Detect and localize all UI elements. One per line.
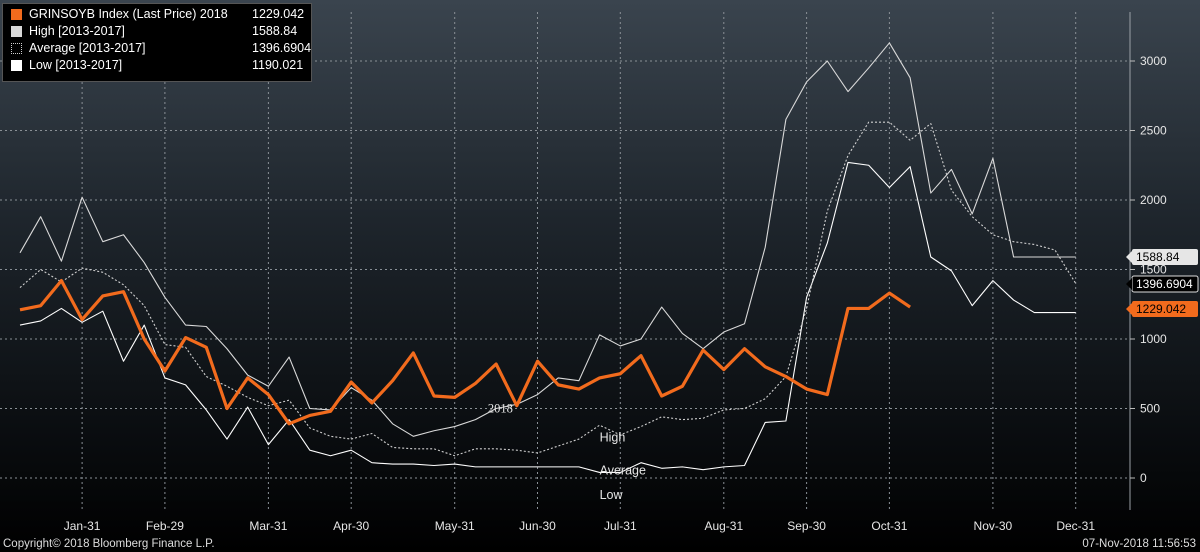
series-line-3 [19, 161, 1076, 473]
copyright-text: Copyright© 2018 Bloomberg Finance L.P. [3, 538, 215, 550]
legend-label-low: Low [2013-2017] [29, 58, 123, 72]
x-tick-label: Dec-31 [1056, 519, 1095, 533]
series-line-0 [19, 279, 911, 426]
y-tick-label: 2000 [1140, 193, 1167, 207]
x-tick-label: Aug-31 [704, 519, 743, 533]
x-tick-label: May-31 [435, 519, 475, 533]
y-tick-label: 2500 [1140, 124, 1167, 138]
legend-item-average[interactable]: Average [2013-2017] 1396.6904 [9, 40, 311, 57]
legend-item-high[interactable]: High [2013-2017] 1588.84 [9, 23, 311, 40]
end-label-pointer-0 [1126, 303, 1132, 315]
series-line-2 [19, 121, 1077, 457]
series-annotation-1: High [600, 431, 626, 445]
y-tick-label: 500 [1140, 402, 1160, 416]
x-tick-label: Apr-30 [333, 519, 369, 533]
x-tick-label: Nov-30 [974, 519, 1013, 533]
x-tick-label: Oct-31 [871, 519, 907, 533]
x-tick-label: Sep-30 [787, 519, 826, 533]
series-annotation-2: Average [600, 464, 646, 478]
y-tick-label: 0 [1140, 471, 1147, 485]
legend-swatch-2018 [11, 9, 22, 20]
x-tick-label: Jun-30 [519, 519, 556, 533]
timestamp-text: 07-Nov-2018 11:56:53 [1082, 538, 1196, 550]
legend-value-2018: 1229.042 [252, 7, 305, 21]
x-tick-label: Jul-31 [604, 519, 637, 533]
end-label-box-1 [1132, 249, 1198, 265]
end-label-0: 1229.042 [1136, 302, 1186, 316]
legend-value-average: 1396.6904 [252, 41, 312, 55]
end-label-1: 1588.84 [1136, 250, 1180, 264]
legend-item-low[interactable]: Low [2013-2017] 1190.021 [9, 57, 311, 74]
y-tick-label: 1500 [1140, 263, 1167, 277]
legend-label-2018: GRINSOYB Index (Last Price) 2018 [29, 7, 228, 21]
legend-label-high: High [2013-2017] [29, 24, 125, 38]
legend-value-high: 1588.84 [252, 24, 298, 38]
end-label-pointer-1 [1126, 251, 1132, 263]
series-annotation-0: 2018 [488, 402, 513, 416]
end-label-pointer-2 [1126, 278, 1132, 290]
x-tick-label: Mar-31 [249, 519, 287, 533]
series-line-1 [19, 42, 1076, 437]
end-label-2: 1396.6904 [1136, 277, 1193, 291]
legend-item-2018[interactable]: GRINSOYB Index (Last Price) 2018 1229.04… [9, 6, 311, 23]
x-tick-label: Jan-31 [64, 519, 101, 533]
y-tick-label: 1000 [1140, 332, 1167, 346]
legend-swatch-average [11, 43, 22, 54]
chart-legend: GRINSOYB Index (Last Price) 2018 1229.04… [2, 3, 312, 82]
legend-value-low: 1190.021 [252, 58, 304, 72]
x-tick-label: Feb-29 [146, 519, 184, 533]
legend-swatch-high [11, 26, 22, 37]
legend-swatch-low [11, 60, 22, 71]
end-label-box-0 [1132, 301, 1198, 317]
y-tick-label: 3000 [1140, 54, 1167, 68]
series-annotation-3: Low [600, 488, 624, 502]
legend-label-average: Average [2013-2017] [29, 41, 146, 55]
